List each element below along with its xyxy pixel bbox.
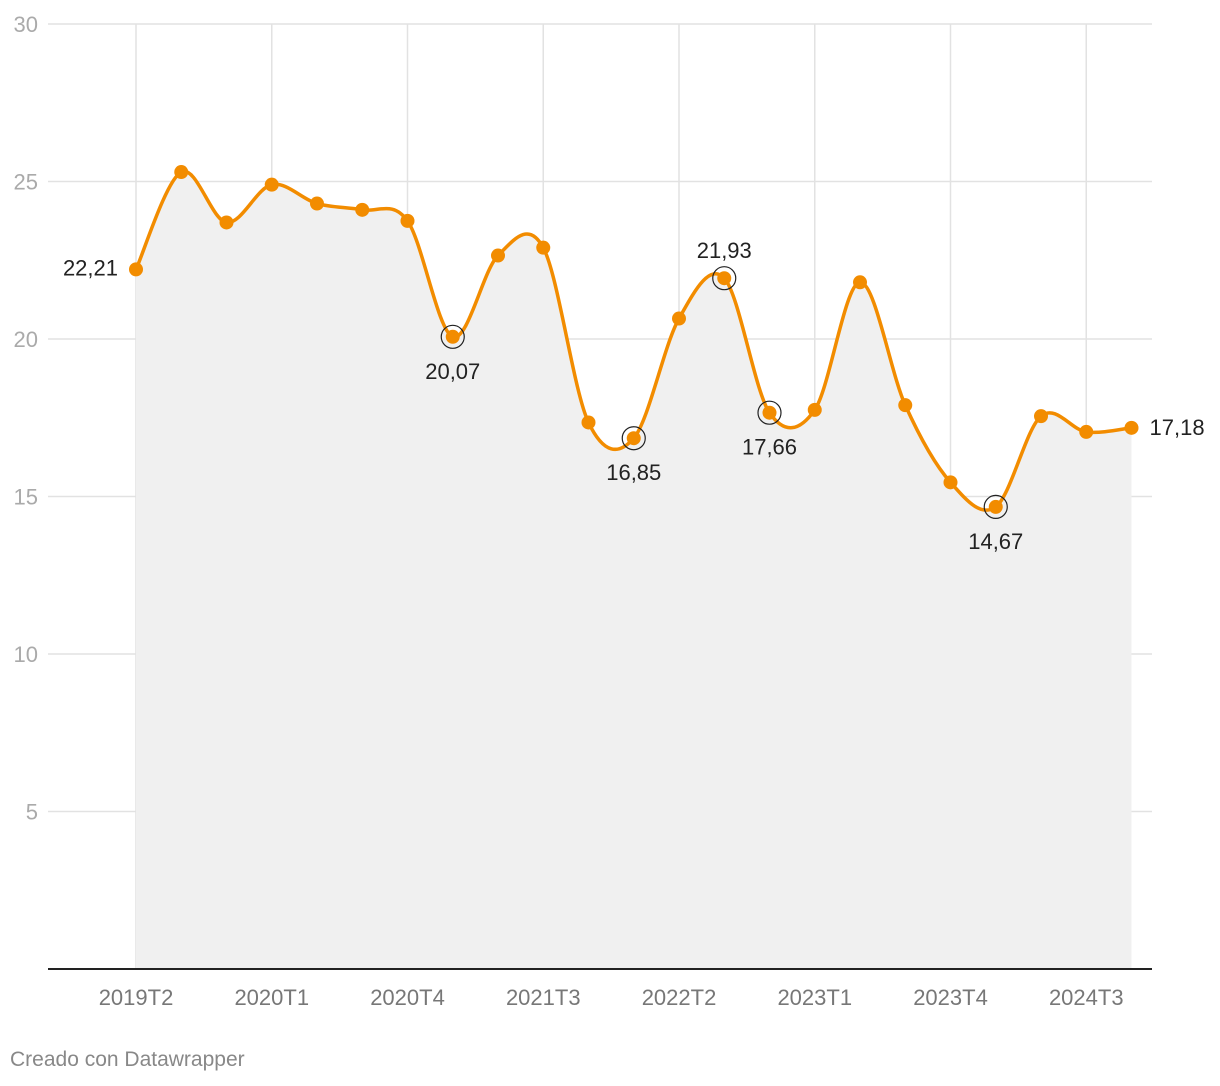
x-tick-label: 2022T2 — [642, 985, 717, 1010]
x-tick-label: 2020T4 — [370, 985, 445, 1010]
data-point — [1034, 409, 1048, 424]
data-label: 14,67 — [968, 529, 1023, 554]
area-shape — [136, 171, 1132, 969]
y-tick-label: 15 — [14, 485, 38, 510]
x-tick-label: 2024T3 — [1049, 985, 1124, 1010]
highlight-ring — [712, 266, 737, 291]
x-tick-label: 2019T2 — [99, 985, 174, 1010]
highlight-ring — [621, 426, 646, 451]
data-label: 22,21 — [63, 255, 118, 280]
area-fill — [136, 171, 1132, 969]
data-label: 17,18 — [1150, 415, 1205, 440]
x-tick-label: 2021T3 — [506, 985, 581, 1010]
data-points — [129, 165, 1139, 514]
axes: 2019T2 2020T1 2020T4 2021T3 2022T2 2023T1 2023… — [48, 968, 1152, 1010]
data-point — [400, 213, 415, 228]
data-point — [536, 240, 551, 255]
data-label: 17,66 — [742, 435, 797, 460]
data-label: 21,93 — [697, 238, 752, 263]
y-tick-label: 20 — [14, 327, 38, 352]
data-point — [581, 415, 596, 430]
data-point — [717, 271, 732, 286]
data-point — [1124, 420, 1139, 435]
data-label: 16,85 — [606, 460, 661, 485]
data-point — [1079, 424, 1094, 439]
data-point — [174, 165, 189, 180]
data-point — [445, 329, 460, 344]
data-point — [672, 311, 686, 326]
data-point — [355, 202, 370, 217]
data-point — [807, 402, 822, 417]
y-tick-label: 5 — [26, 800, 38, 825]
data-point — [264, 177, 279, 192]
data-point — [988, 499, 1003, 514]
x-tick-label: 2023T1 — [777, 985, 852, 1010]
data-point — [129, 262, 143, 277]
y-tick-label: 25 — [14, 170, 38, 195]
credit-text: Creado con Datawrapper — [10, 1048, 245, 1071]
highlight-ring — [983, 494, 1008, 519]
data-point — [853, 275, 867, 290]
highlight-ring — [757, 400, 782, 425]
y-tick-label: 10 — [14, 642, 38, 667]
data-point — [219, 215, 234, 230]
data-point — [943, 475, 958, 490]
y-tick-label: 30 — [14, 12, 38, 37]
data-point — [762, 405, 777, 420]
data-point — [898, 398, 913, 413]
highlight-ring — [440, 324, 465, 349]
data-point — [310, 196, 324, 211]
data-label: 20,07 — [425, 359, 480, 384]
x-tick-label: 2023T4 — [913, 985, 988, 1010]
data-point — [491, 248, 505, 263]
x-tick-label: 2020T1 — [234, 985, 309, 1010]
data-point — [626, 431, 641, 446]
data-labels: 22,21 20,07 16,85 21,93 17,66 14,67 17,18 — [63, 238, 1205, 554]
